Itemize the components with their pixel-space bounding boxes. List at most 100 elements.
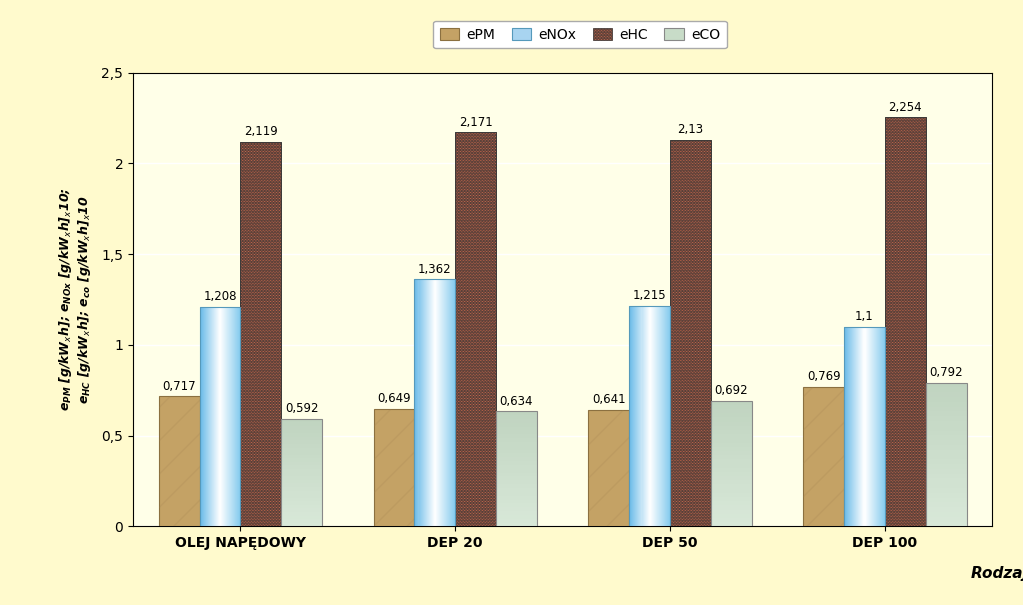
Bar (711, 514, 752, 518)
Text: 0,641: 0,641 (592, 393, 626, 407)
Bar (926, 431, 967, 436)
Bar (711, 447, 752, 451)
Bar (455, 132, 496, 526)
Bar (711, 459, 752, 463)
Bar (670, 140, 711, 526)
Bar (926, 479, 967, 483)
Bar (926, 402, 967, 407)
Bar (844, 327, 885, 526)
Bar (496, 411, 537, 415)
Bar (281, 494, 322, 498)
Bar (496, 492, 537, 495)
Bar (670, 140, 711, 526)
Bar (496, 465, 537, 469)
Bar (281, 419, 322, 422)
Bar (711, 409, 752, 413)
Bar (281, 440, 322, 444)
Bar (496, 438, 537, 442)
Bar (281, 491, 322, 494)
Text: 0,592: 0,592 (284, 402, 318, 415)
Bar (926, 436, 967, 440)
Bar (281, 459, 322, 462)
Bar (711, 430, 752, 434)
Bar (926, 445, 967, 450)
Bar (629, 306, 670, 526)
Bar (281, 430, 322, 433)
Bar (281, 515, 322, 519)
Bar (926, 507, 967, 512)
Text: 1,1: 1,1 (855, 310, 874, 323)
Bar (926, 416, 967, 421)
Bar (281, 487, 322, 491)
Bar (281, 426, 322, 430)
Bar (885, 117, 926, 526)
Bar (926, 517, 967, 522)
Text: 2,171: 2,171 (458, 116, 492, 129)
Bar (281, 444, 322, 448)
Bar (496, 457, 537, 461)
Bar (496, 442, 537, 446)
Bar (496, 523, 537, 526)
Bar (496, 488, 537, 492)
Bar (496, 507, 537, 511)
Bar (926, 483, 967, 488)
Bar (496, 461, 537, 465)
Bar (496, 473, 537, 477)
Bar (496, 518, 537, 523)
Text: 2,13: 2,13 (677, 123, 704, 136)
Bar (281, 422, 322, 426)
Bar (711, 405, 752, 409)
Bar (281, 451, 322, 455)
Bar (926, 407, 967, 411)
Bar (711, 522, 752, 526)
Bar (926, 454, 967, 459)
Bar (711, 485, 752, 489)
Text: 0,717: 0,717 (163, 379, 196, 393)
Bar (926, 512, 967, 517)
Bar (711, 493, 752, 497)
Bar (281, 483, 322, 487)
Bar (926, 397, 967, 402)
Bar (711, 472, 752, 476)
Bar (885, 117, 926, 526)
Text: Rodzaj paliwa: Rodzaj paliwa (971, 566, 1023, 581)
Bar (496, 495, 537, 500)
Text: 2,119: 2,119 (243, 125, 277, 138)
Bar (926, 387, 967, 392)
Bar (711, 518, 752, 522)
Bar (711, 426, 752, 430)
Bar (496, 515, 537, 518)
Bar (711, 505, 752, 509)
Bar (926, 469, 967, 474)
Bar (496, 423, 537, 427)
Bar (711, 401, 752, 526)
Bar (496, 503, 537, 507)
Bar (803, 387, 844, 526)
Bar (926, 392, 967, 397)
Bar (711, 451, 752, 455)
Bar (711, 509, 752, 514)
Bar (496, 446, 537, 450)
Bar (240, 142, 281, 526)
Bar (373, 408, 414, 526)
Text: 0,792: 0,792 (929, 366, 963, 379)
Text: 1,362: 1,362 (418, 263, 451, 275)
Bar (496, 450, 537, 454)
Y-axis label: $\bfit{e}_{PM}$ [g/kW$_x$h]; $\bfit{e}_{NOx}$ [g/kW$_x$h]$_x$10;
$\bfit{e}_{HC}$: $\bfit{e}_{PM}$ [g/kW$_x$h]; $\bfit{e}_{… (56, 188, 93, 411)
Bar (926, 426, 967, 431)
Bar (496, 477, 537, 480)
Bar (281, 498, 322, 502)
Bar (711, 413, 752, 417)
Bar (588, 410, 629, 526)
Bar (281, 519, 322, 523)
Bar (926, 459, 967, 464)
Bar (588, 410, 629, 526)
Bar (281, 505, 322, 508)
Bar (926, 450, 967, 454)
Bar (711, 463, 752, 468)
Bar (496, 511, 537, 515)
Bar (496, 500, 537, 503)
Bar (711, 422, 752, 426)
Bar (496, 431, 537, 434)
Bar (240, 142, 281, 526)
